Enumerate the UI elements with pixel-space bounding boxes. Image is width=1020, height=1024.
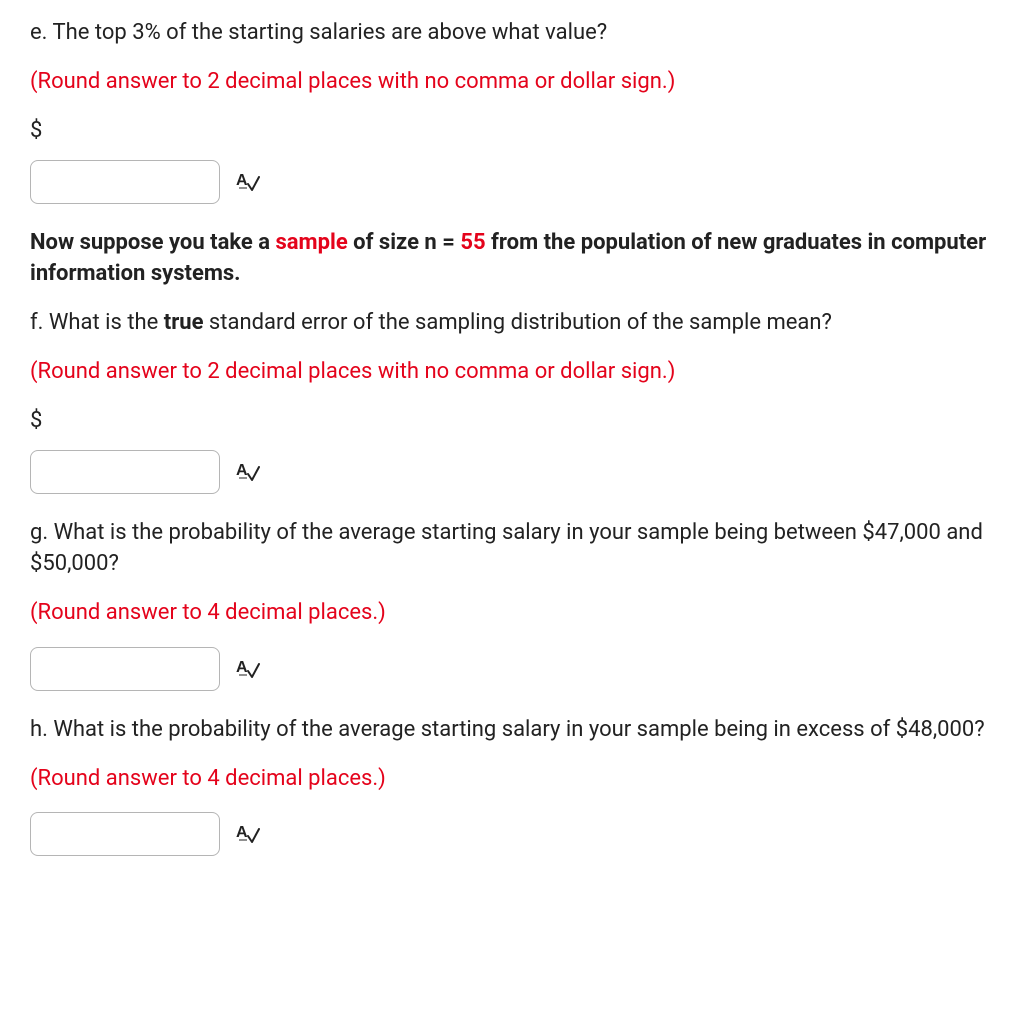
question-g-input-row: A	[30, 647, 990, 691]
question-e-suffix: of the starting salaries are above what …	[161, 20, 607, 45]
svg-text:A: A	[236, 462, 248, 479]
question-g-instruction: (Round answer to 4 decimal places.)	[30, 598, 990, 629]
question-f-prefix: f. What is the	[30, 310, 164, 335]
spellcheck-icon[interactable]: A	[236, 823, 260, 845]
spellcheck-icon[interactable]: A	[236, 171, 260, 193]
sample-prefix: Now suppose you take a	[30, 230, 275, 255]
question-f-bold: true	[164, 310, 204, 335]
question-h-instruction: (Round answer to 4 decimal places.)	[30, 764, 990, 795]
question-f-input[interactable]	[30, 450, 220, 494]
question-g-text: g. What is the probability of the averag…	[30, 518, 990, 580]
spellcheck-icon[interactable]: A	[236, 658, 260, 680]
question-f-instruction: (Round answer to 2 decimal places with n…	[30, 357, 990, 388]
sample-n-value: 55	[460, 230, 485, 255]
question-f-input-row: A	[30, 450, 990, 494]
question-e-dollar: $	[30, 116, 990, 147]
question-e-instruction: (Round answer to 2 decimal places with n…	[30, 67, 990, 98]
question-e-text: e. The top 3% of the starting salaries a…	[30, 18, 990, 49]
sample-word: sample	[275, 230, 347, 255]
question-e-input-row: A	[30, 160, 990, 204]
question-h-input-row: A	[30, 812, 990, 856]
question-e-percent: 3%	[132, 20, 160, 45]
question-h-input[interactable]	[30, 812, 220, 856]
svg-text:A: A	[236, 659, 248, 676]
question-f-text: f. What is the true standard error of th…	[30, 308, 990, 339]
question-f-suffix: standard error of the sampling distribut…	[203, 310, 831, 335]
question-g-input[interactable]	[30, 647, 220, 691]
question-e-input[interactable]	[30, 160, 220, 204]
svg-text:A: A	[236, 824, 248, 841]
spellcheck-icon[interactable]: A	[236, 461, 260, 483]
question-h-text: h. What is the probability of the averag…	[30, 715, 990, 746]
sample-mid1: of size n =	[348, 230, 461, 255]
question-f-dollar: $	[30, 406, 990, 437]
sample-section-header: Now suppose you take a sample of size n …	[30, 228, 990, 290]
question-e-prefix: e. The top	[30, 20, 132, 45]
svg-text:A: A	[236, 172, 248, 189]
